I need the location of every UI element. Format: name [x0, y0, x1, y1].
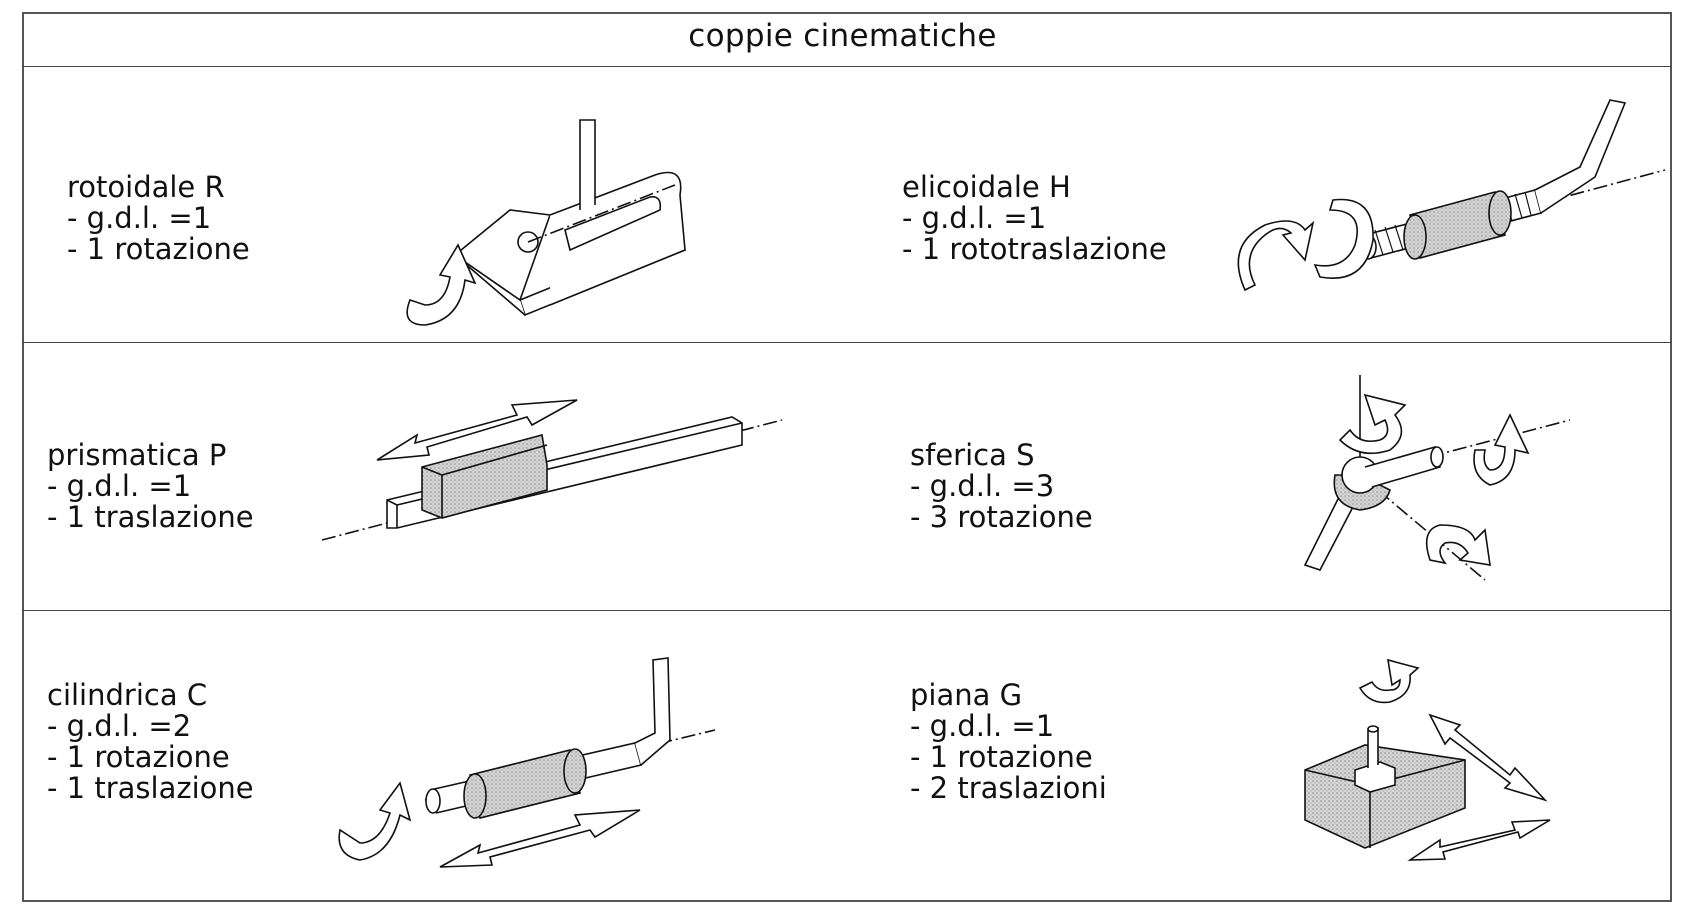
pair-name: prismatica P: [47, 438, 227, 472]
helical-joint-figure: [1225, 95, 1665, 325]
pair-label-rotoidale: rotoidale R - g.d.l. =1 - 1 rotazione: [67, 172, 250, 265]
pair-name: sferica S: [910, 438, 1035, 472]
row-divider-1: [22, 342, 1672, 343]
pair-name: rotoidale R: [67, 170, 225, 204]
pair-label-cilindrica: cilindrica C - g.d.l. =2 - 1 rotazione -…: [47, 680, 254, 804]
table-title: coppie cinematiche: [688, 18, 997, 54]
pair-motion: - 3 rotazione: [910, 500, 1093, 534]
planar-joint-figure: [1300, 660, 1560, 870]
prismatic-joint-figure: [322, 395, 792, 545]
pair-dof: - g.d.l. =3: [910, 469, 1055, 503]
pair-label-prismatica: prismatica P - g.d.l. =1 - 1 traslazione: [47, 440, 254, 533]
pair-name: elicoidale H: [902, 170, 1071, 204]
pair-motion: - 1 rototraslazione: [902, 232, 1167, 266]
pair-motion-rotation: - 1 rotazione: [47, 740, 230, 774]
pair-dof: - g.d.l. =1: [902, 201, 1047, 235]
cylindrical-joint-figure: [335, 655, 715, 875]
pair-motion-rotation: - 1 rotazione: [910, 740, 1093, 774]
row-divider-2: [22, 610, 1672, 611]
spherical-joint-figure: [1300, 375, 1600, 585]
pair-label-sferica: sferica S - g.d.l. =3 - 3 rotazione: [910, 440, 1093, 533]
revolute-joint-figure: [400, 115, 700, 335]
pair-dof: - g.d.l. =1: [910, 709, 1055, 743]
pair-label-piana: piana G - g.d.l. =1 - 1 rotazione - 2 tr…: [910, 680, 1107, 804]
pair-motion-translation: - 2 traslazioni: [910, 771, 1107, 805]
pair-name: cilindrica C: [47, 678, 208, 712]
pair-dof: - g.d.l. =1: [47, 469, 192, 503]
pair-name: piana G: [910, 678, 1023, 712]
pair-motion-translation: - 1 traslazione: [47, 771, 254, 805]
pair-motion: - 1 rotazione: [67, 232, 250, 266]
pair-dof: - g.d.l. =1: [67, 201, 212, 235]
pair-motion: - 1 traslazione: [47, 500, 254, 534]
pair-dof: - g.d.l. =2: [47, 709, 192, 743]
header-divider: [22, 66, 1672, 67]
table-frame: [22, 12, 1672, 902]
pair-label-elicoidale: elicoidale H - g.d.l. =1 - 1 rototraslaz…: [902, 172, 1167, 265]
